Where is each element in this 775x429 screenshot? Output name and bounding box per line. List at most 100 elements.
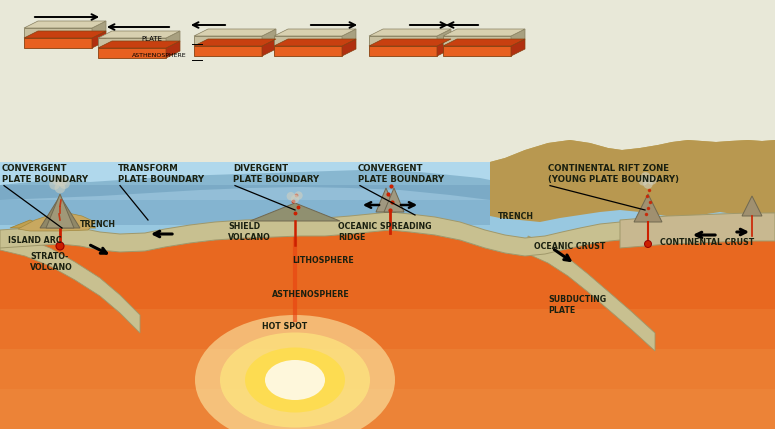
Polygon shape <box>384 188 404 212</box>
Polygon shape <box>98 31 180 38</box>
Text: TRENCH: TRENCH <box>498 212 534 221</box>
Polygon shape <box>511 39 525 56</box>
Ellipse shape <box>220 332 370 428</box>
Polygon shape <box>0 389 775 429</box>
Text: CONVERGENT
PLATE BOUNDARY: CONVERGENT PLATE BOUNDARY <box>2 164 88 184</box>
Circle shape <box>291 195 299 203</box>
Text: SHIELD
VOLCANO: SHIELD VOLCANO <box>228 222 270 242</box>
Polygon shape <box>92 31 106 48</box>
Text: CONTINENTAL CRUST: CONTINENTAL CRUST <box>660 238 754 247</box>
Polygon shape <box>490 140 775 162</box>
Polygon shape <box>98 48 166 58</box>
Polygon shape <box>0 162 775 200</box>
Polygon shape <box>342 29 356 46</box>
Polygon shape <box>443 46 511 56</box>
Polygon shape <box>274 36 342 46</box>
Text: STRATO-
VOLCANO: STRATO- VOLCANO <box>30 252 73 272</box>
Polygon shape <box>634 194 662 222</box>
Polygon shape <box>24 21 106 28</box>
Polygon shape <box>18 213 95 231</box>
Text: CONTINENTAL RIFT ZONE
(YOUNG PLATE BOUNDARY): CONTINENTAL RIFT ZONE (YOUNG PLATE BOUND… <box>548 164 679 184</box>
Polygon shape <box>0 185 490 225</box>
Polygon shape <box>437 29 451 46</box>
Ellipse shape <box>195 315 395 429</box>
Polygon shape <box>369 46 437 56</box>
Polygon shape <box>369 36 437 46</box>
Polygon shape <box>64 222 96 228</box>
Polygon shape <box>0 170 490 200</box>
Polygon shape <box>742 196 762 216</box>
Ellipse shape <box>265 360 325 400</box>
Polygon shape <box>0 232 140 333</box>
Text: PLATE: PLATE <box>141 36 162 42</box>
Polygon shape <box>369 29 451 36</box>
Text: HOT SPOT: HOT SPOT <box>262 322 307 331</box>
Polygon shape <box>98 38 166 48</box>
Polygon shape <box>194 29 276 36</box>
Circle shape <box>645 241 652 248</box>
Circle shape <box>647 175 656 185</box>
Polygon shape <box>620 213 775 248</box>
Polygon shape <box>0 280 775 320</box>
Text: ASTHENOSPHERE: ASTHENOSPHERE <box>132 53 187 58</box>
Polygon shape <box>46 194 74 228</box>
Polygon shape <box>376 188 396 212</box>
Polygon shape <box>166 31 180 48</box>
Text: DIVERGENT
PLATE BOUNDARY: DIVERGENT PLATE BOUNDARY <box>233 164 319 184</box>
Text: ISLAND ARC: ISLAND ARC <box>8 236 62 245</box>
Polygon shape <box>194 39 276 46</box>
Polygon shape <box>194 36 262 46</box>
Circle shape <box>639 176 648 186</box>
Polygon shape <box>0 0 775 162</box>
Circle shape <box>56 242 64 250</box>
Text: OCEANIC SPREADING
RIDGE: OCEANIC SPREADING RIDGE <box>338 222 432 242</box>
Circle shape <box>641 172 650 181</box>
Polygon shape <box>274 46 342 56</box>
Polygon shape <box>0 230 775 429</box>
Circle shape <box>643 179 653 189</box>
Polygon shape <box>262 39 276 56</box>
Circle shape <box>287 192 295 200</box>
Circle shape <box>294 191 303 200</box>
Polygon shape <box>37 219 73 226</box>
Polygon shape <box>10 220 50 228</box>
Polygon shape <box>342 39 356 56</box>
Circle shape <box>49 179 60 190</box>
Polygon shape <box>443 36 511 46</box>
Polygon shape <box>24 28 92 38</box>
Circle shape <box>57 175 67 186</box>
Text: CONVERGENT
PLATE BOUNDARY: CONVERGENT PLATE BOUNDARY <box>358 164 444 184</box>
Text: TRENCH: TRENCH <box>80 220 116 229</box>
Polygon shape <box>490 140 775 222</box>
Ellipse shape <box>245 347 345 413</box>
Circle shape <box>54 183 65 193</box>
Polygon shape <box>92 21 106 38</box>
Polygon shape <box>24 31 106 38</box>
Polygon shape <box>0 240 775 280</box>
Circle shape <box>52 175 63 185</box>
Polygon shape <box>250 203 340 221</box>
Polygon shape <box>194 46 262 56</box>
Polygon shape <box>443 29 525 36</box>
Polygon shape <box>511 29 525 46</box>
Polygon shape <box>24 38 92 48</box>
Text: LITHOSPHERE: LITHOSPHERE <box>292 256 353 265</box>
Polygon shape <box>262 29 276 46</box>
Polygon shape <box>0 212 775 256</box>
Text: ASTHENOSPHERE: ASTHENOSPHERE <box>272 290 350 299</box>
Polygon shape <box>528 236 655 351</box>
Circle shape <box>59 178 70 189</box>
Polygon shape <box>166 41 180 58</box>
Text: TRANSFORM
PLATE BOUNDARY: TRANSFORM PLATE BOUNDARY <box>118 164 204 184</box>
Polygon shape <box>0 309 775 429</box>
Polygon shape <box>40 196 80 228</box>
Polygon shape <box>274 29 356 36</box>
Polygon shape <box>98 41 180 48</box>
Polygon shape <box>369 39 451 46</box>
Polygon shape <box>443 39 525 46</box>
Polygon shape <box>437 39 451 56</box>
Text: SUBDUCTING
PLATE: SUBDUCTING PLATE <box>548 295 606 315</box>
Polygon shape <box>0 200 775 240</box>
Polygon shape <box>0 349 775 429</box>
Text: OCEANIC CRUST: OCEANIC CRUST <box>534 242 605 251</box>
